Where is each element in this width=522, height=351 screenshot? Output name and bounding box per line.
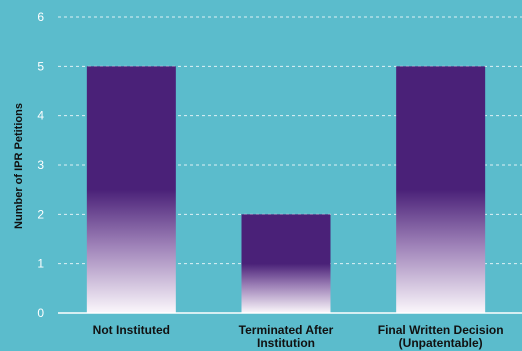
y-tick-label: 4 — [37, 109, 44, 123]
y-tick-label: 6 — [37, 10, 44, 24]
y-tick-label: 5 — [37, 59, 44, 73]
bar — [241, 214, 331, 313]
y-tick-label: 2 — [37, 207, 44, 221]
x-category-labels: Not Instituted Terminated After Institutio… — [93, 323, 504, 350]
x-category-label: Not Instituted — [93, 323, 170, 337]
y-tick-label: 3 — [37, 158, 44, 172]
y-tick-label: 0 — [37, 306, 44, 320]
bar — [396, 66, 486, 313]
x-category-label: Terminated After Institution — [239, 323, 334, 350]
bars — [86, 66, 486, 313]
y-tick-labels: 0 1 2 3 4 5 6 — [37, 10, 44, 320]
bar — [86, 66, 176, 313]
y-tick-label: 1 — [37, 257, 44, 271]
y-axis-title: Number of IPR Petitions — [13, 103, 25, 229]
x-category-label: Final Written Decision (Unpatentable) — [378, 323, 504, 350]
